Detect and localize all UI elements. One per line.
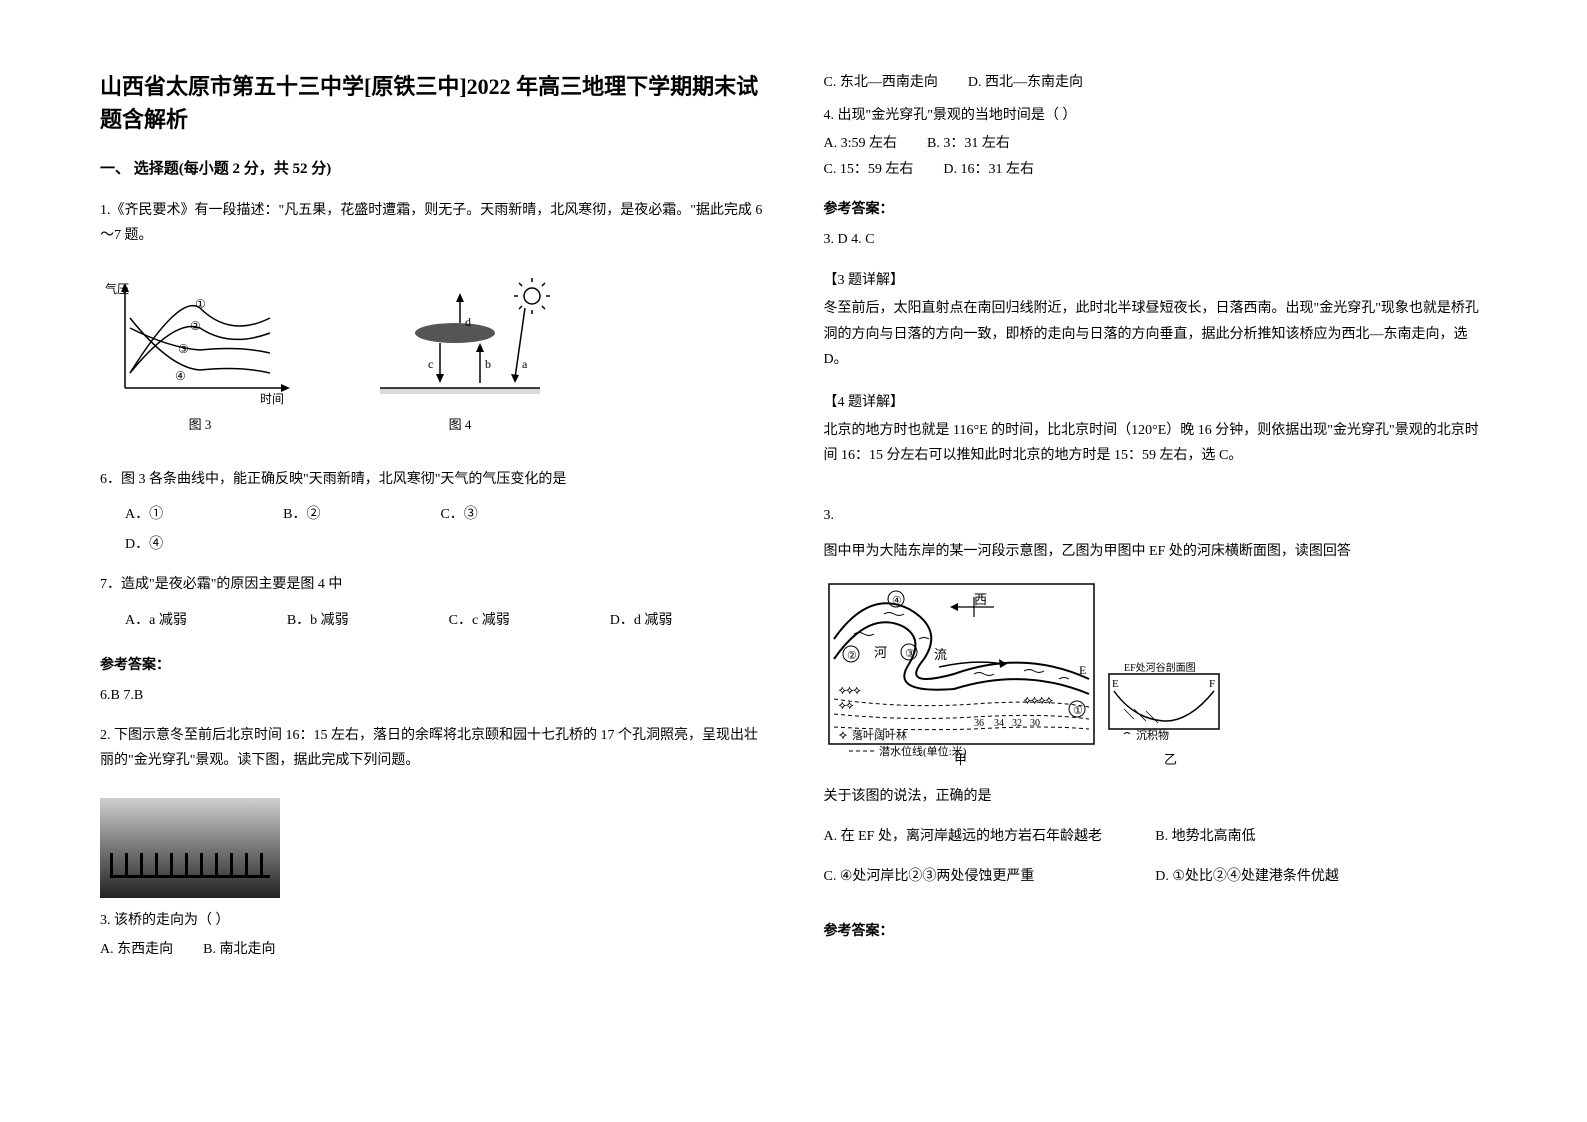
q3-compass: 西 — [974, 592, 987, 607]
q1-sub6-stem: 6．图 3 各条曲线中，能正确反映"天雨新晴，北风寒彻"天气的气压变化的是 — [100, 467, 764, 492]
page-container: 山西省太原市第五十三中学[原铁三中]2022 年高三地理下学期期末试题含解析 一… — [0, 0, 1587, 1122]
q3-section-label: EF处河谷剖面图 — [1124, 661, 1196, 674]
fig3-curve-4: ④ — [175, 369, 186, 383]
q2-answer-heading: 参考答案： — [824, 197, 1488, 222]
q3-jia: 甲 — [954, 752, 967, 767]
q3-E2: E — [1112, 678, 1119, 690]
q3-node-4: ④ — [892, 595, 902, 607]
q2-sub4-opt-c: C. 15：59 左右 — [824, 157, 914, 182]
q3-after-stem: 关于该图的说法，正确的是 — [824, 784, 1488, 809]
q2-explain4-body: 北京的地方时也就是 116°E 的时间，比北京时间（120°E）晚 16 分钟，… — [824, 418, 1488, 468]
q1-sub6-opt-d: D．④ — [125, 537, 163, 552]
q3-node-3: ③ — [905, 648, 915, 660]
q2-sub4-opts-ab: A. 3:59 左右 B. 3：31 左右 — [824, 131, 1488, 156]
right-column: C. 东北—西南走向 D. 西北—东南走向 4. 出现"金光穿孔"景观的当地时间… — [824, 70, 1488, 1072]
fig3-ylabel: 气压 — [105, 281, 129, 296]
q1-sub7-opt-a: A．a 减弱 — [125, 608, 187, 633]
q3-contour-36: 36 — [974, 718, 984, 729]
figure-3-svg: 气压 时间 ① ② ③ ④ — [100, 278, 300, 408]
q2-sub3-opt-d: D. 西北—东南走向 — [968, 70, 1083, 95]
q2-answer: 3. D 4. C — [824, 227, 1488, 252]
q2-sub3-opts-cd: C. 东北—西南走向 D. 西北—东南走向 — [824, 70, 1488, 95]
svg-text:⯎: ⯎ — [838, 730, 847, 742]
q1-answer: 6.B 7.B — [100, 683, 764, 708]
bridge-silhouette — [110, 853, 270, 878]
q2-sub4-opt-b: B. 3：31 左右 — [927, 131, 1010, 156]
q3-opt-c: C. ④处河岸比②③两处侵蚀更严重 — [824, 864, 1156, 889]
q3-node-1: ① — [1073, 705, 1083, 717]
q1-answer-heading: 参考答案： — [100, 653, 764, 678]
q2-sub3-opt-c: C. 东北—西南走向 — [824, 70, 938, 95]
left-column: 山西省太原市第五十三中学[原铁三中]2022 年高三地理下学期期末试题含解析 一… — [100, 70, 764, 1072]
fig4-b: b — [485, 357, 491, 371]
q3-options: A. 在 EF 处，离河岸越远的地方岩石年龄越老 B. 地势北高南低 C. ④处… — [824, 824, 1488, 904]
q3-E: E — [1079, 663, 1086, 677]
q2-explain3-heading: 【3 题详解】 — [824, 268, 1488, 293]
q3-contour-34: 34 — [994, 718, 1004, 729]
q2-explain4-heading: 【4 题详解】 — [824, 390, 1488, 415]
fig3-curve-2: ② — [190, 319, 201, 333]
q3-stem: 图中甲为大陆东岸的某一河段示意图，乙图为甲图中 EF 处的河床横断面图，读图回答 — [824, 539, 1488, 564]
q2-sub4-opt-d: D. 16：31 左右 — [943, 157, 1034, 182]
q2-sub3-stem: 3. 该桥的走向为（ ） — [100, 908, 764, 933]
q2-sub4-opt-a: A. 3:59 左右 — [824, 131, 898, 156]
fig4-d: d — [465, 315, 471, 329]
q3-opt-a: A. 在 EF 处，离河岸越远的地方岩石年龄越老 — [824, 824, 1156, 849]
q3-contour-32: 32 — [1012, 718, 1022, 729]
q1-sub6-opt-c: C．③ — [440, 502, 477, 527]
q3-yi: 乙 — [1164, 752, 1177, 767]
q3-number: 3. — [824, 503, 1488, 528]
svg-text:⯎⯎⯎⯎: ⯎⯎⯎⯎ — [1024, 696, 1054, 707]
document-title: 山西省太原市第五十三中学[原铁三中]2022 年高三地理下学期期末试题含解析 — [100, 70, 764, 136]
section-1-heading: 一、 选择题(每小题 2 分，共 52 分) — [100, 156, 764, 183]
q1-sub7-options: A．a 减弱 B．b 减弱 C．c 减弱 D．d 减弱 — [125, 608, 764, 633]
q1-figures: 气压 时间 ① ② ③ ④ 图 3 — [100, 278, 764, 436]
q2-explain3-body: 冬至前后，太阳直射点在南回归线附近，此时北半球昼短夜长，日落西南。出现"金光穿孔… — [824, 296, 1488, 372]
figure-4-svg: a b c d — [360, 278, 560, 408]
fig3-xlabel: 时间 — [260, 392, 284, 406]
q3-opt-d: D. ①处比②④处建港条件优越 — [1155, 864, 1487, 889]
q1-stem: 1.《齐民要术》有一段描述："凡五果，花盛时遭霜，则无子。天雨新晴，北风寒彻，是… — [100, 198, 764, 248]
fig3-curve-3: ③ — [178, 342, 189, 356]
figure-3-caption: 图 3 — [189, 413, 212, 436]
q3-answer-heading: 参考答案： — [824, 919, 1488, 944]
q3-opt-b: B. 地势北高南低 — [1155, 824, 1487, 849]
q1-sub6-opt-b: B．② — [283, 502, 320, 527]
q1-sub7-stem: 7．造成"是夜必霜"的原因主要是图 4 中 — [100, 572, 764, 597]
q1-sub6-options-row2: D．④ — [125, 532, 764, 557]
q3-contour-30: 30 — [1030, 718, 1040, 729]
figure-4: a b c d 图 4 — [360, 278, 560, 436]
svg-text:⯎⯎⯎: ⯎⯎⯎ — [839, 686, 861, 697]
q3-sediment-label: 沉积物 — [1136, 728, 1169, 742]
q2-stem: 2. 下图示意冬至前后北京时间 16：15 左右，落日的余晖将北京颐和园十七孔桥… — [100, 723, 764, 773]
fig3-curve-1: ① — [195, 297, 206, 311]
fig4-a: a — [522, 357, 528, 371]
q2-sub3-opt-a: A. 东西走向 — [100, 937, 173, 962]
q1-sub6-opt-a: A．① — [125, 502, 163, 527]
q1-sub7-opt-b: B．b 减弱 — [287, 608, 349, 633]
svg-text:⯎⯎: ⯎⯎ — [839, 701, 854, 712]
q3-flow-label: 流 — [934, 647, 947, 662]
fig4-c: c — [428, 357, 433, 371]
q1-sub7-opt-d: D．d 减弱 — [610, 608, 673, 633]
q2-photo — [100, 798, 280, 898]
figure-3: 气压 时间 ① ② ③ ④ 图 3 — [100, 278, 300, 436]
q3-F: F — [1209, 678, 1215, 690]
q3-legend1: 落叶阔叶林 — [852, 728, 907, 742]
q2-sub3-opt-b: B. 南北走向 — [203, 937, 275, 962]
q3-figure: ④ ② ③ ① 河 流 西 36 34 32 30 — [824, 579, 1224, 769]
figure-4-caption: 图 4 — [449, 413, 472, 436]
q1-sub6-options-row1: A．① B．② C．③ — [125, 502, 764, 527]
q2-sub3-opts-ab: A. 东西走向 B. 南北走向 — [100, 937, 764, 962]
q3-node-2: ② — [847, 650, 857, 662]
q2-sub4-opts-cd: C. 15：59 左右 D. 16：31 左右 — [824, 157, 1488, 182]
q3-river-label: 河 — [874, 645, 887, 660]
q2-sub4-stem: 4. 出现"金光穿孔"景观的当地时间是（ ） — [824, 103, 1488, 128]
q1-sub7-opt-c: C．c 减弱 — [449, 608, 510, 633]
